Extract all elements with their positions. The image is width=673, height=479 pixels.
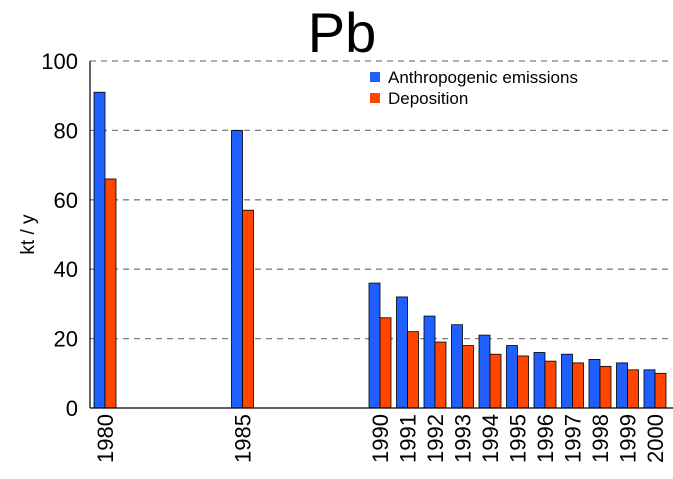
x-tick-label: 1996 xyxy=(533,414,558,463)
bar-emissions-1994 xyxy=(478,334,491,409)
bar-emissions-1985 xyxy=(231,129,243,409)
chart-title: Pb xyxy=(308,1,377,64)
bar-deposition-1995 xyxy=(517,355,529,409)
bar-deposition-2000 xyxy=(654,372,667,409)
y-tick-label: 100 xyxy=(41,49,78,74)
bar-deposition-1997 xyxy=(572,362,584,409)
x-tick-label: 1993 xyxy=(451,414,476,463)
x-tick-label: 1999 xyxy=(616,414,641,463)
bar-emissions-1990 xyxy=(368,282,381,409)
x-tick-label: 1992 xyxy=(423,414,448,463)
bar-emissions-1991 xyxy=(396,296,408,409)
y-tick-label: 80 xyxy=(54,118,78,143)
legend-label-deposition: Deposition xyxy=(388,89,468,108)
y-axis-label: kt / y xyxy=(18,214,39,255)
legend-swatch-emissions xyxy=(370,72,380,82)
y-tick-label: 60 xyxy=(54,188,78,213)
x-tick-label: 1985 xyxy=(231,414,256,463)
bar-emissions-1999 xyxy=(616,362,628,409)
x-tick-label: 1991 xyxy=(396,414,421,463)
bar-deposition-1994 xyxy=(489,353,502,409)
x-tick-label: 1998 xyxy=(588,414,613,463)
bar-emissions-1992 xyxy=(423,315,436,409)
legend-swatch-deposition xyxy=(370,93,380,103)
bar-deposition-1996 xyxy=(544,360,557,409)
bar-deposition-1993 xyxy=(462,345,474,409)
bar-emissions-1996 xyxy=(533,352,546,409)
bar-deposition-1985 xyxy=(242,209,254,409)
bar-deposition-1998 xyxy=(599,365,612,409)
bar-deposition-1990 xyxy=(379,317,392,409)
legend-label-emissions: Anthropogenic emissions xyxy=(388,68,578,87)
y-tick-label: 0 xyxy=(66,396,78,421)
bars xyxy=(93,91,667,409)
x-tick-label: 2000 xyxy=(643,414,668,463)
bar-deposition-1999 xyxy=(627,369,639,409)
bar-emissions-1995 xyxy=(506,345,518,409)
x-tick-labels: 1980 1985 1990 1991 1992 1993 1994 1995 1996 1997… xyxy=(93,414,668,463)
bar-emissions-1993 xyxy=(451,324,463,409)
y-tick-label: 40 xyxy=(54,257,78,282)
gridlines xyxy=(90,60,673,340)
bar-emissions-1980 xyxy=(93,91,106,409)
bar-deposition-1980 xyxy=(104,178,117,409)
x-tick-label: 1980 xyxy=(93,414,118,463)
bar-deposition-1992 xyxy=(434,341,447,409)
bar-emissions-2000 xyxy=(643,369,656,409)
x-tick-label: 1990 xyxy=(368,414,393,463)
legend: Anthropogenic emissions Deposition xyxy=(370,68,578,108)
bar-deposition-1991 xyxy=(407,331,419,409)
x-tick-label: 1995 xyxy=(506,414,531,463)
x-tick-label: 1994 xyxy=(478,414,503,463)
x-tick-label: 1997 xyxy=(561,414,586,463)
bar-emissions-1998 xyxy=(588,359,601,409)
y-tick-labels: 0 20 40 60 80 100 xyxy=(41,49,78,421)
bar-emissions-1997 xyxy=(561,353,573,409)
y-tick-label: 20 xyxy=(54,327,78,352)
